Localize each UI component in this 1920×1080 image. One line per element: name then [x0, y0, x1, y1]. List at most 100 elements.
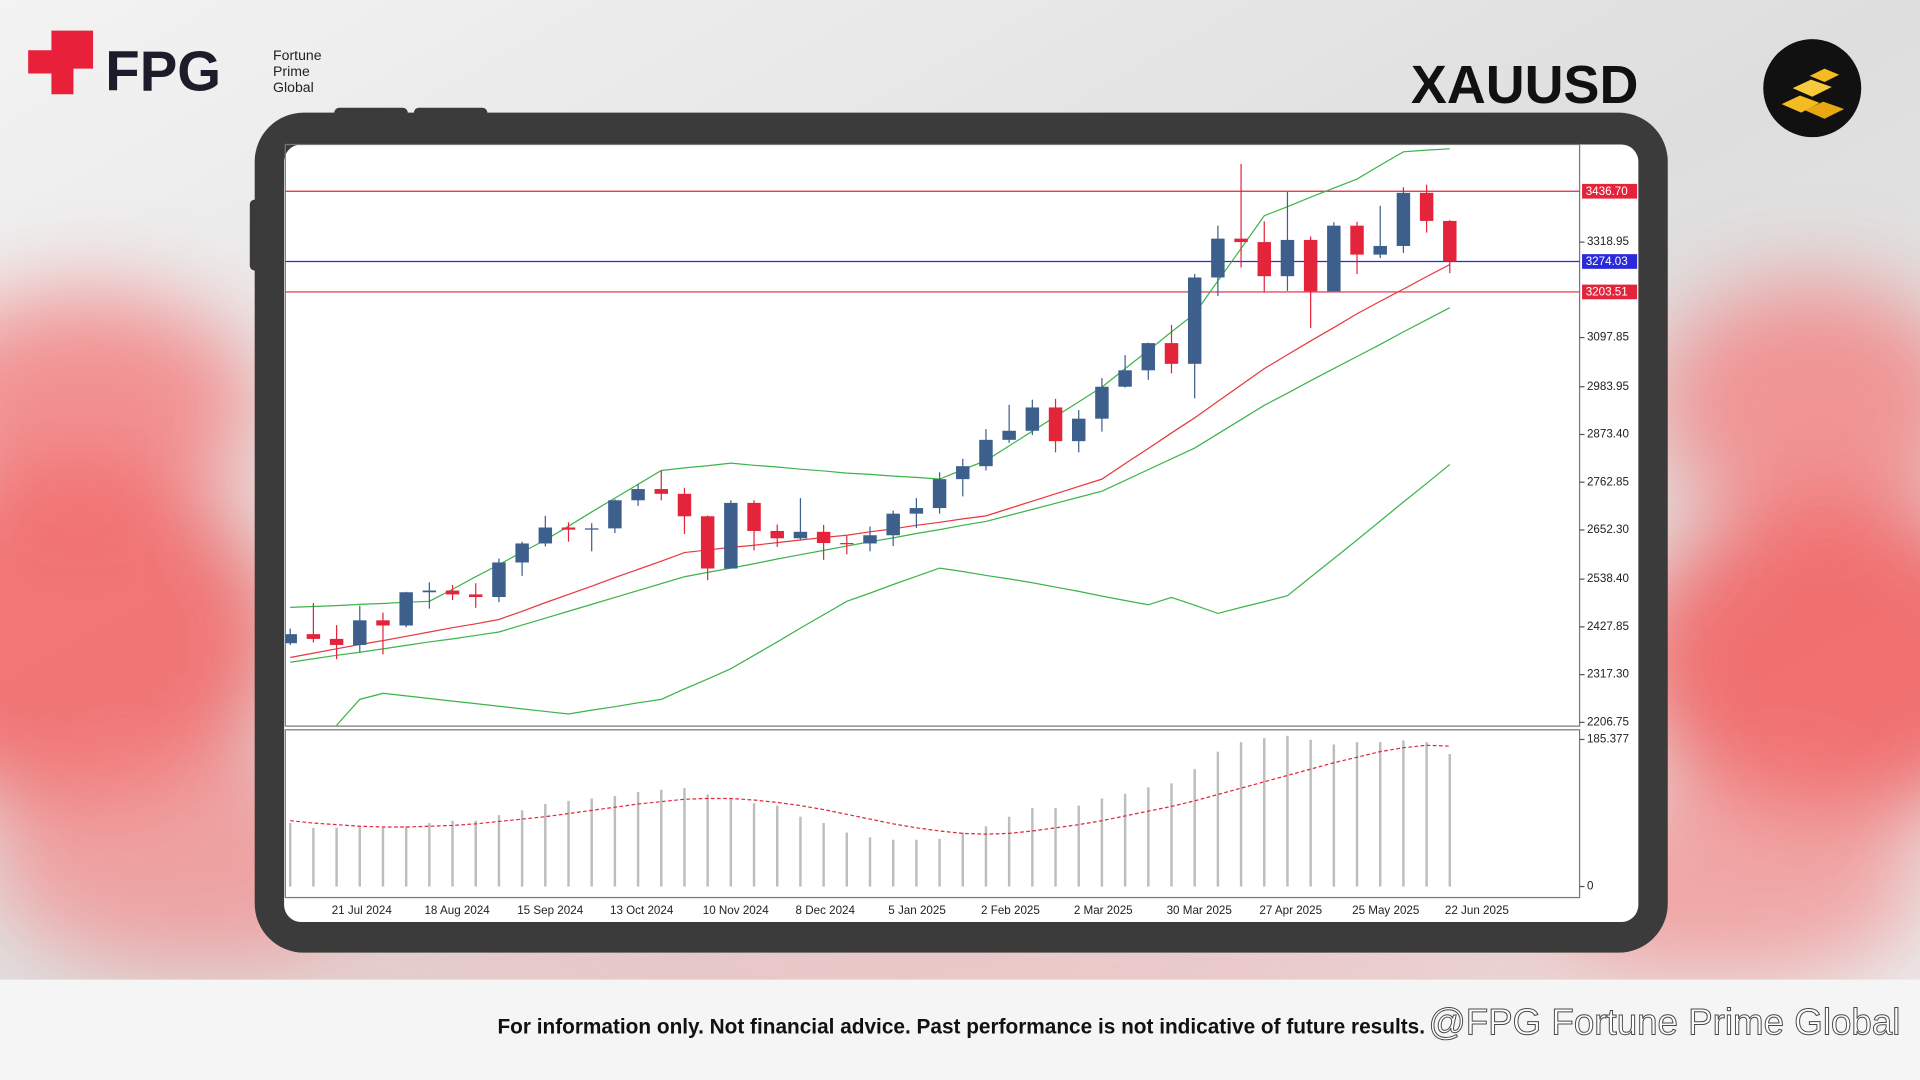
candle-body [979, 439, 993, 467]
candle-body [1095, 386, 1109, 419]
candle-body [909, 508, 924, 514]
indicator-bar [1402, 740, 1405, 887]
indicator-bar [335, 827, 338, 887]
indicator-bar [590, 798, 593, 887]
candle-body [515, 543, 529, 563]
y-tick-label: 2762.85 [1587, 475, 1629, 488]
x-tick-label: 10 Nov 2024 [703, 904, 769, 917]
indicator-bar [752, 803, 756, 887]
y-tick-label: 2317.30 [1587, 668, 1630, 681]
disclaimer: For information only. Not financial advi… [497, 1015, 1425, 1038]
candle-body [1257, 242, 1271, 277]
candle-body [1002, 430, 1016, 440]
indicator-bar [1193, 769, 1196, 887]
candle-body [1303, 239, 1318, 292]
indicator-bar [1378, 742, 1382, 887]
candle-body [1187, 277, 1202, 364]
y-tick-label: 2873.40 [1587, 428, 1630, 441]
indicator-bar [1355, 742, 1359, 887]
indicator-bar [1123, 793, 1127, 887]
gold-icon [1763, 39, 1862, 138]
candle-body [538, 527, 553, 544]
indicator-bar [1216, 751, 1220, 887]
indicator-line [290, 744, 1450, 835]
x-tick-label: 25 May 2025 [1352, 904, 1419, 917]
candle-body [1025, 407, 1040, 431]
indicator-bar [961, 832, 964, 887]
brand-sub: Fortune [273, 47, 322, 63]
candle-body [422, 590, 437, 593]
indicator-bar [868, 837, 872, 887]
candle-body [608, 500, 622, 529]
candle-body [469, 594, 483, 598]
x-tick-label: 30 Mar 2025 [1167, 904, 1232, 917]
brand-sub: Prime [273, 63, 310, 79]
indicator-bar [1147, 787, 1150, 887]
candle-body [1234, 238, 1248, 243]
candle-body [445, 590, 460, 595]
level-badge [1582, 254, 1638, 269]
candle-body [1396, 192, 1411, 246]
indicator-bar [1170, 783, 1173, 887]
indicator-bar [567, 800, 570, 887]
candle-body [285, 634, 297, 644]
indicator-bar [312, 827, 315, 887]
tablet-screen [284, 144, 1639, 923]
indicator-bar [636, 792, 640, 887]
indicator-panel [284, 729, 1581, 899]
indicator-bar [1448, 754, 1452, 887]
indicator-bar [1054, 807, 1057, 887]
x-tick-label: 2 Feb 2025 [981, 904, 1040, 917]
x-tick-label: 2 Mar 2025 [1074, 904, 1133, 917]
y-tick-label: 3318.95 [1587, 235, 1629, 248]
indicator-bar [1007, 816, 1011, 887]
indicator-bar [497, 815, 501, 887]
candle-body [492, 562, 506, 598]
y-tick-label: 2983.95 [1587, 380, 1629, 393]
indicator-bar [984, 826, 988, 887]
indicator-bar [404, 826, 408, 887]
main-panel [284, 143, 1581, 727]
indicator-bar [381, 827, 385, 887]
candle-body [654, 489, 669, 494]
indicator-bar [1286, 735, 1289, 887]
footer-band [0, 979, 1920, 1080]
candle-body [1118, 370, 1132, 387]
x-tick-label: 8 Dec 2024 [796, 904, 856, 917]
symbol: XAUUSD [1411, 55, 1638, 115]
candle-body [863, 535, 877, 544]
indicator-bar [1425, 742, 1428, 887]
y-tick-label: 2652.30 [1587, 523, 1630, 536]
indicator-bar [288, 823, 292, 887]
candle-body [399, 592, 413, 626]
candle-body [561, 527, 576, 530]
level-badge [1582, 284, 1638, 300]
indicator-bar [1100, 798, 1104, 887]
plot-area [285, 148, 1580, 726]
brand-sub: Global [273, 79, 314, 95]
y-tick-label: 3097.85 [1587, 331, 1629, 344]
y-tick-label: 2427.85 [1587, 620, 1629, 633]
indicator-bar [776, 805, 779, 887]
candle-body [1280, 239, 1295, 277]
candle-body [1071, 418, 1086, 442]
indicator-bar [474, 820, 477, 887]
candle-body [1350, 225, 1364, 255]
candle-body [306, 634, 321, 639]
level-label: 3436.70 [1586, 185, 1629, 198]
level-label: 3274.03 [1586, 255, 1628, 268]
candle-body [793, 531, 808, 539]
candle-body [1048, 407, 1063, 442]
indicator-bar [1031, 807, 1034, 887]
level-badge [1582, 183, 1638, 199]
indicator-bar [660, 789, 663, 887]
candle-body [584, 528, 599, 530]
x-tick-label: 27 Apr 2025 [1259, 904, 1322, 917]
x-tick-label: 22 Jun 2025 [1445, 904, 1509, 917]
x-tick-label: 15 Sep 2024 [517, 904, 583, 917]
indicator-bar [822, 823, 825, 887]
indicator-bar [520, 810, 524, 887]
y-tick-label: 185.377 [1587, 733, 1629, 746]
y-tick-label: 0 [1587, 880, 1594, 893]
indicator-bar [358, 826, 362, 887]
